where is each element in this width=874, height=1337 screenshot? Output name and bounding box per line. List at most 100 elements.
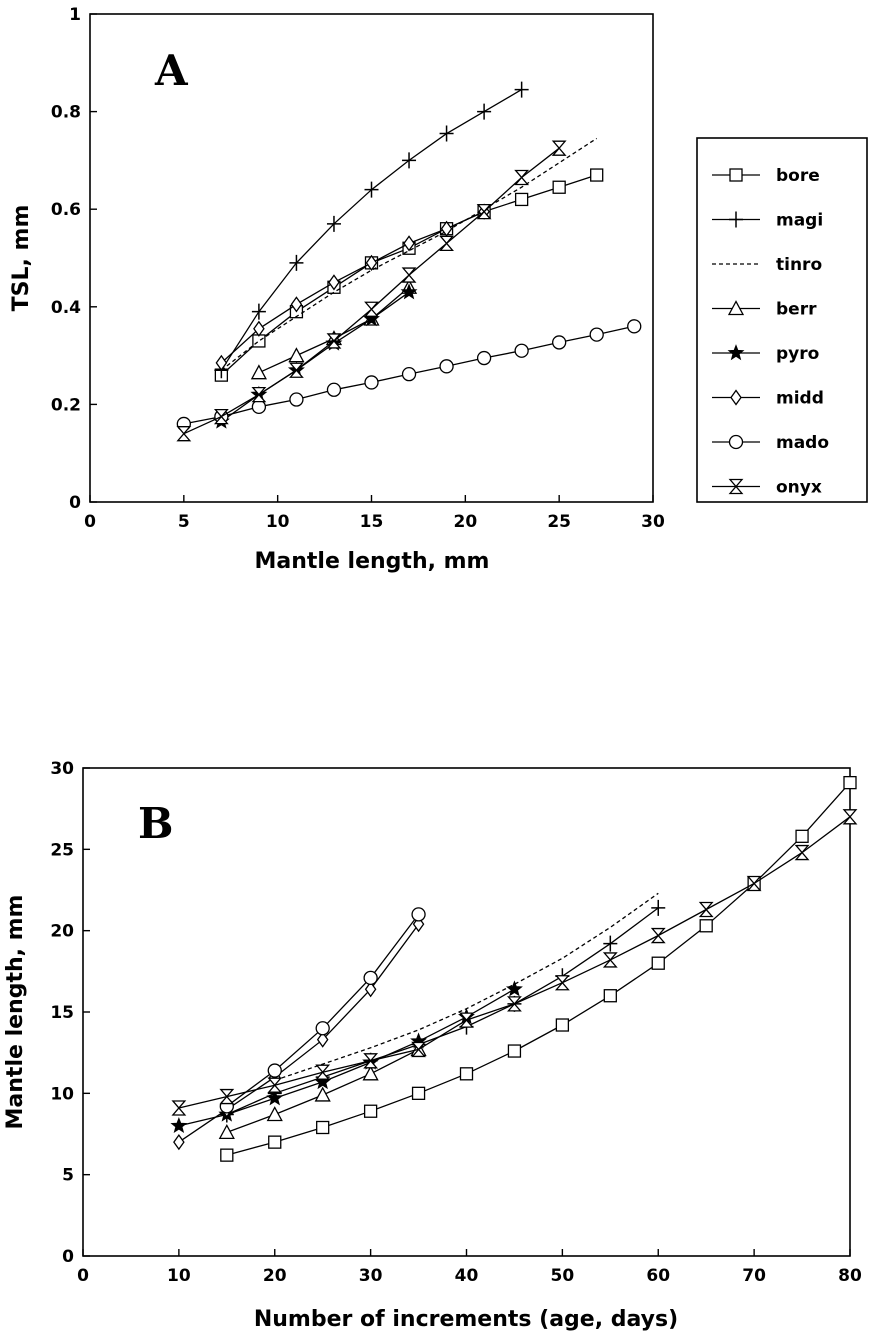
panel-a-y-tick-label: 0.4 xyxy=(51,298,81,318)
panel-b-point-bore xyxy=(459,1067,474,1081)
panel-a-point-mado xyxy=(289,392,304,407)
panel-a-point-onyx xyxy=(514,169,530,186)
legend-label-tinro: tinro xyxy=(776,255,822,275)
panel-b-point-bore xyxy=(220,1148,234,1162)
panel-b-point-midd xyxy=(364,981,377,998)
panel-b-series-line-bore xyxy=(226,782,851,1156)
panel-b-x-tick-label: 70 xyxy=(742,1266,766,1286)
panel-a-series-line-berr xyxy=(258,286,410,374)
legend-box xyxy=(696,137,868,503)
panel-b-y-tick-label: 10 xyxy=(50,1084,74,1104)
panel-a-point-onyx xyxy=(439,235,454,252)
panel-b-series-line-midd xyxy=(178,923,420,1143)
panel-b-point-bore xyxy=(699,919,713,933)
panel-a-point-magi xyxy=(477,103,492,120)
panel-b-point-pyro xyxy=(170,1116,188,1134)
legend-marker-bore xyxy=(729,168,743,182)
panel-b-point-onyx xyxy=(219,1088,235,1105)
panel-b-point-onyx xyxy=(507,996,522,1012)
panel-b-point-onyx xyxy=(267,1077,283,1093)
panel-b-series-line-onyx xyxy=(178,816,851,1109)
panel-a-series-line-midd xyxy=(220,211,485,364)
panel-a-series-line-magi xyxy=(220,89,522,371)
panel-a-point-mado xyxy=(364,375,379,390)
panel-b-point-mado xyxy=(411,907,426,922)
panel-a-x-tick-label: 5 xyxy=(178,512,190,532)
panel-b-x-tick-label: 0 xyxy=(77,1266,89,1286)
legend-label-midd: midd xyxy=(776,389,824,409)
panel-a-point-onyx xyxy=(364,301,379,317)
panel-b-point-bore xyxy=(411,1086,426,1100)
panel-b-y-tick-label: 0 xyxy=(62,1247,74,1267)
legend-marker-magi xyxy=(729,211,743,228)
panel-a-point-magi xyxy=(439,125,454,142)
panel-a-point-magi xyxy=(289,254,304,271)
panel-a-point-midd xyxy=(365,254,378,271)
panel-b-point-onyx xyxy=(746,875,762,892)
panel-a-y-tick-label: 0.6 xyxy=(51,200,81,220)
panel-b-series-line-tinro xyxy=(274,892,659,1081)
panel-a-point-bore xyxy=(514,192,529,207)
panel-a-x-tick-label: 0 xyxy=(84,512,96,532)
panel-b-point-onyx xyxy=(794,844,810,861)
panel-b-point-mado xyxy=(363,970,378,985)
legend: bore magi tinro berr pyro midd mado onyx xyxy=(696,137,868,503)
panel-a-point-mado xyxy=(476,350,492,366)
panel-b-point-bore xyxy=(555,1018,570,1032)
panel-a-point-mado xyxy=(439,359,454,374)
panel-b-point-onyx xyxy=(171,1100,187,1116)
panel-b-series-line-magi xyxy=(226,907,659,1116)
panel-a-x-tick-label: 15 xyxy=(360,512,384,532)
panel-b-point-midd xyxy=(316,1031,329,1048)
panel-b-label: B xyxy=(138,799,174,848)
panel-b-chart: 0 10 20 30 40 50 60 70 80 0 5 10 15 20 25 30 B Number o… xyxy=(3,759,862,1332)
panel-a-point-mado xyxy=(552,335,567,350)
panel-b-point-pyro xyxy=(505,980,523,997)
legend-label-onyx: onyx xyxy=(776,478,822,498)
legend-marker-mado xyxy=(728,434,744,450)
panel-a-x-tick-label: 25 xyxy=(547,512,571,532)
panel-a-point-magi xyxy=(364,181,379,198)
panel-a-label: A xyxy=(154,46,189,95)
panel-a-point-magi xyxy=(251,303,266,320)
panel-b-point-bore xyxy=(795,829,809,843)
panel-a-point-onyx xyxy=(251,386,267,403)
panel-a-point-onyx xyxy=(401,267,417,283)
panel-a-x-axis-title: Mantle length, mm xyxy=(255,549,490,574)
panel-b-point-magi xyxy=(651,899,666,916)
panel-a-x-tick-label: 10 xyxy=(266,512,290,532)
panel-a-point-magi xyxy=(326,215,341,232)
panel-b-y-axis-title: Mantle length, mm xyxy=(3,895,28,1130)
panel-a-x-tick-label: 20 xyxy=(453,512,477,532)
panel-a-y-tick-label: 0.2 xyxy=(51,395,81,415)
panel-b-point-berr xyxy=(218,1124,235,1140)
legend-marker-midd xyxy=(730,389,742,406)
panel-b-point-onyx xyxy=(650,927,666,944)
legend-label-mado: mado xyxy=(776,433,829,453)
panel-b-y-tick-label: 25 xyxy=(50,840,74,860)
panel-b-point-onyx xyxy=(842,809,858,825)
panel-b-point-berr xyxy=(266,1106,283,1122)
panel-b-point-bore xyxy=(268,1135,282,1149)
panel-a-point-midd xyxy=(403,235,415,252)
panel-b-point-onyx xyxy=(459,1012,474,1028)
panel-a-point-mado xyxy=(326,382,342,397)
panel-b-x-tick-label: 50 xyxy=(551,1266,575,1286)
panel-b-point-berr xyxy=(314,1086,331,1102)
legend-label-pyro: pyro xyxy=(776,344,819,364)
panel-b-x-tick-label: 80 xyxy=(838,1266,862,1286)
panel-b-point-onyx xyxy=(698,901,714,918)
panel-b-x-axis-title: Number of increments (age, days) xyxy=(254,1307,678,1332)
panel-b-x-tick-label: 20 xyxy=(263,1266,287,1286)
panel-a-point-magi xyxy=(402,152,417,169)
panel-a-point-berr xyxy=(288,347,305,363)
panel-a-point-magi xyxy=(514,81,529,98)
panel-a-series-line-tinro xyxy=(221,137,598,371)
panel-b-point-bore xyxy=(316,1120,330,1135)
panel-b-point-mado xyxy=(315,1021,330,1036)
panel-a-y-axis-title: TSL, mm xyxy=(9,205,34,312)
panel-a-point-onyx xyxy=(213,408,229,425)
panel-a-point-midd xyxy=(290,296,303,313)
panel-a-y-tick-label: 1 xyxy=(69,5,81,25)
panel-a-point-onyx xyxy=(289,362,304,378)
